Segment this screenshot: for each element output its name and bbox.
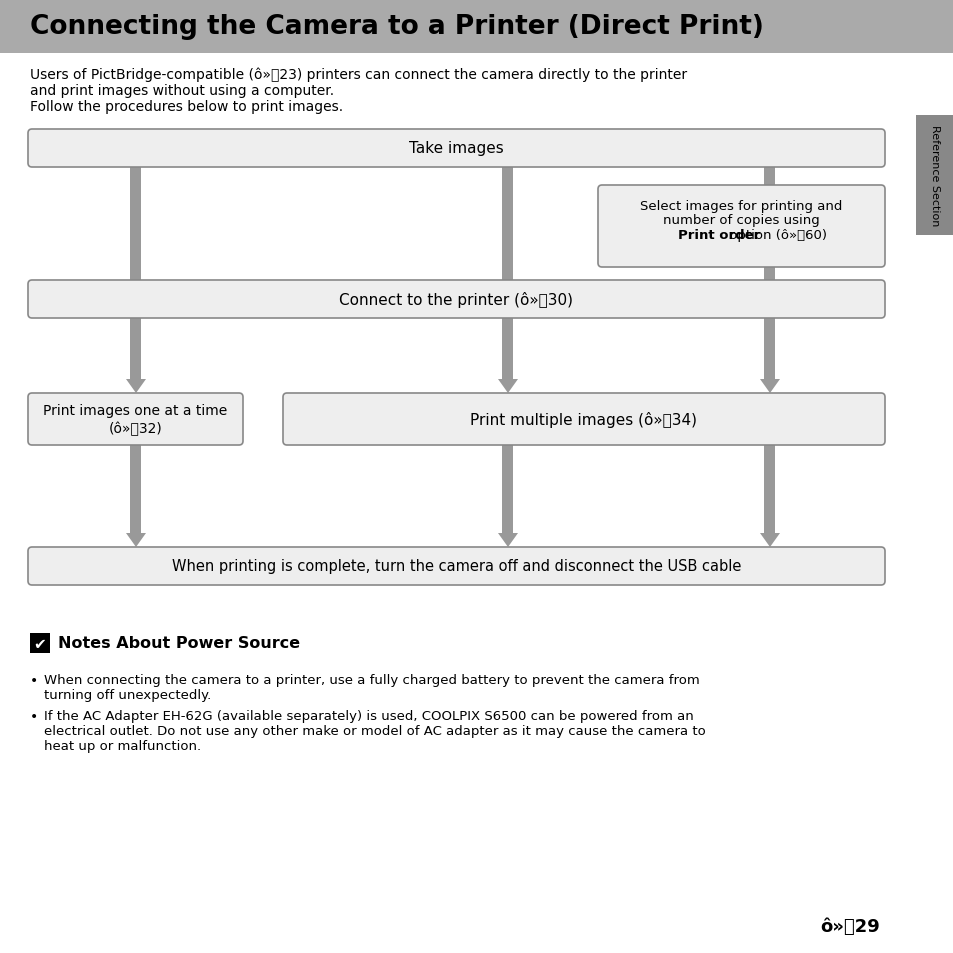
FancyBboxPatch shape — [28, 547, 884, 585]
Bar — [502, 168, 513, 281]
Bar — [763, 318, 775, 379]
Polygon shape — [126, 379, 146, 394]
Text: Print order: Print order — [678, 229, 760, 242]
Text: electrical outlet. Do not use any other make or model of AC adapter as it may ca: electrical outlet. Do not use any other … — [44, 724, 705, 738]
FancyBboxPatch shape — [283, 394, 884, 446]
Text: number of copies using: number of copies using — [662, 213, 819, 227]
Polygon shape — [760, 534, 780, 547]
Bar — [131, 446, 141, 534]
Polygon shape — [497, 534, 517, 547]
Text: Follow the procedures below to print images.: Follow the procedures below to print ima… — [30, 100, 343, 113]
Text: option (ô»60): option (ô»60) — [724, 229, 826, 242]
Text: Take images: Take images — [409, 141, 503, 156]
FancyBboxPatch shape — [28, 130, 884, 168]
Bar — [763, 168, 775, 186]
FancyBboxPatch shape — [28, 281, 884, 318]
Text: and print images without using a computer.: and print images without using a compute… — [30, 84, 334, 98]
Text: Reference Section: Reference Section — [929, 125, 939, 227]
Text: Users of PictBridge-compatible (ô»23) printers can connect the camera directly : Users of PictBridge-compatible (ô»23) p… — [30, 68, 686, 82]
Text: When printing is complete, turn the camera off and disconnect the USB cable: When printing is complete, turn the came… — [172, 558, 740, 574]
Text: turning off unexpectedly.: turning off unexpectedly. — [44, 688, 211, 701]
Text: Connecting the Camera to a Printer (Direct Print): Connecting the Camera to a Printer (Dire… — [30, 14, 763, 40]
Text: Notes About Power Source: Notes About Power Source — [58, 636, 300, 651]
Text: •: • — [30, 709, 38, 723]
Text: Select images for printing and: Select images for printing and — [639, 200, 841, 213]
Text: heat up or malfunction.: heat up or malfunction. — [44, 740, 201, 752]
Bar — [915, 116, 953, 235]
Text: ✔: ✔ — [33, 636, 47, 651]
Text: If the AC Adapter EH-62G (available separately) is used, COOLPIX S6500 can be po: If the AC Adapter EH-62G (available sepa… — [44, 709, 693, 722]
Text: (ô»32): (ô»32) — [109, 421, 162, 436]
Bar — [131, 168, 141, 281]
Text: When connecting the camera to a printer, use a fully charged battery to prevent : When connecting the camera to a printer,… — [44, 673, 699, 686]
Polygon shape — [760, 379, 780, 394]
Bar — [763, 268, 775, 281]
Text: Print images one at a time: Print images one at a time — [43, 403, 228, 417]
FancyBboxPatch shape — [28, 394, 243, 446]
Bar — [502, 318, 513, 379]
Bar — [30, 634, 50, 654]
Bar — [763, 446, 775, 534]
Text: •: • — [30, 673, 38, 687]
FancyBboxPatch shape — [598, 186, 884, 268]
Text: Print multiple images (ô»34): Print multiple images (ô»34) — [470, 412, 697, 428]
Text: Connect to the printer (ô»30): Connect to the printer (ô»30) — [339, 292, 573, 308]
Bar — [131, 318, 141, 379]
Bar — [502, 446, 513, 534]
Polygon shape — [497, 379, 517, 394]
Bar — [0, 0, 953, 54]
Text: ô»29: ô»29 — [820, 917, 879, 935]
Polygon shape — [126, 534, 146, 547]
